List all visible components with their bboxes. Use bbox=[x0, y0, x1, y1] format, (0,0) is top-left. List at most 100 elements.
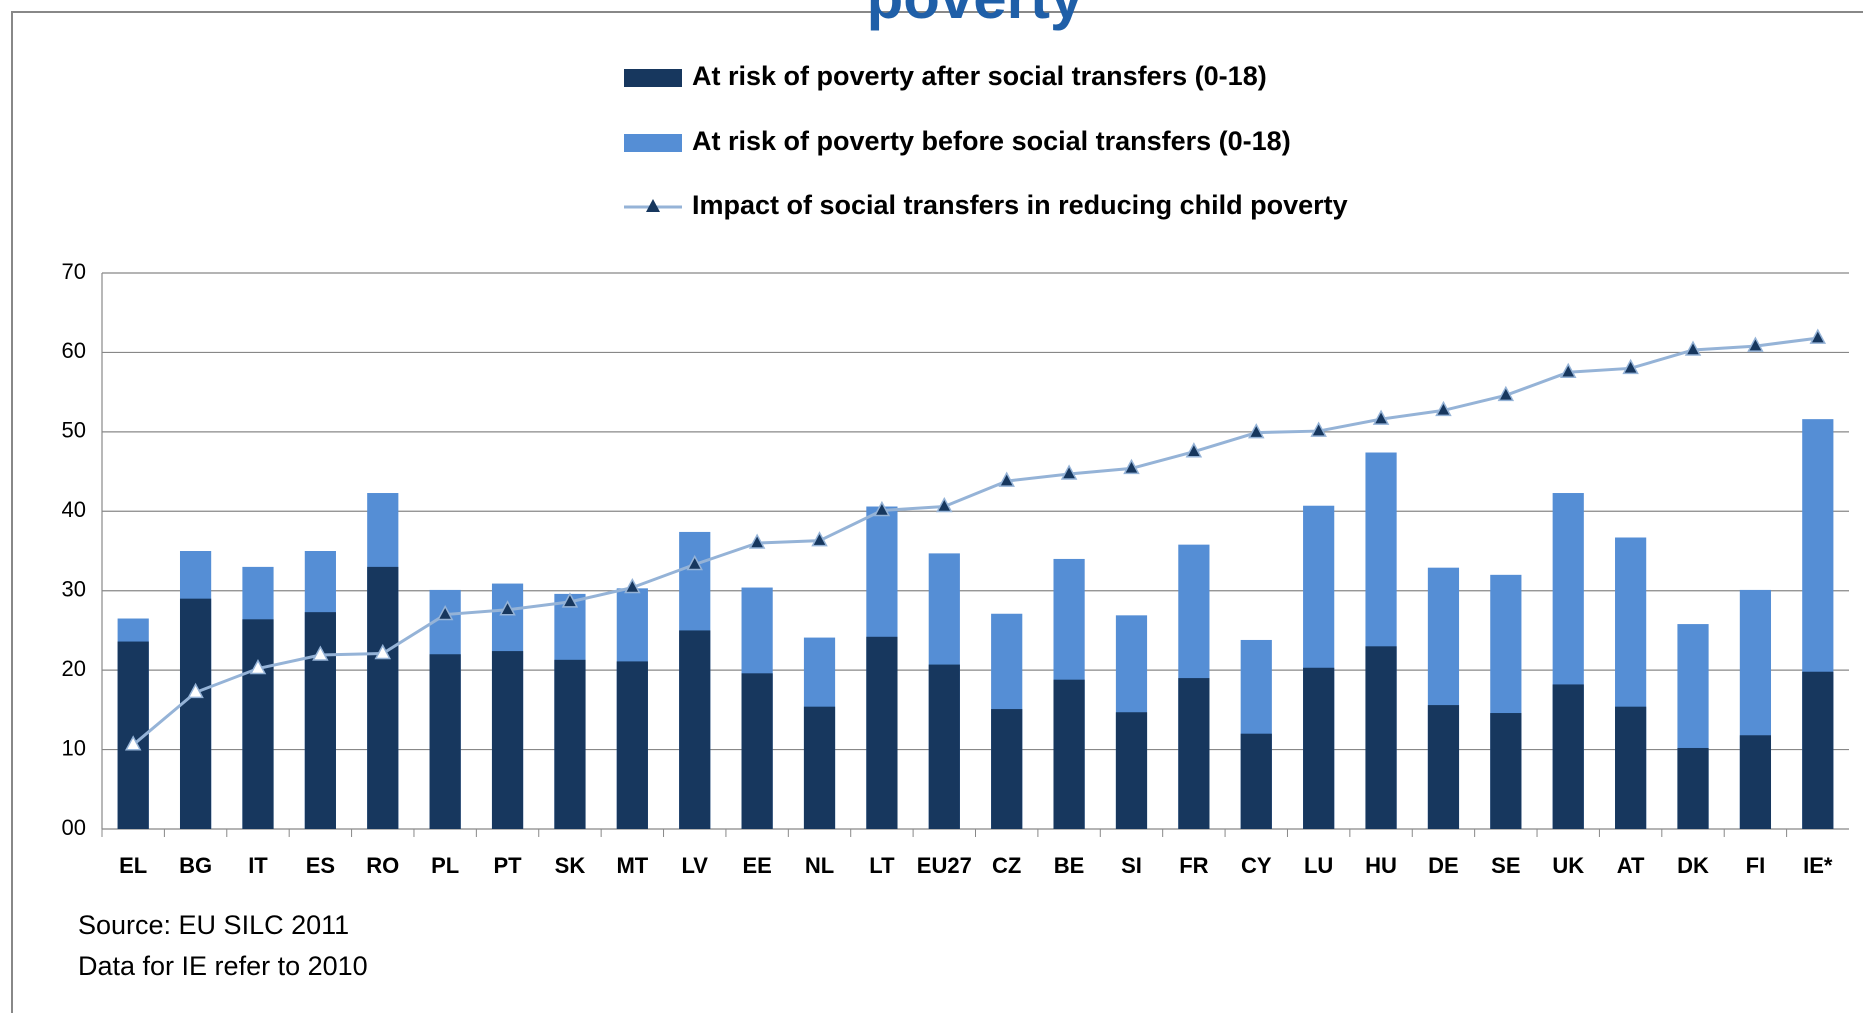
x-tick-label: ES bbox=[306, 853, 335, 878]
y-tick-label: 50 bbox=[62, 418, 86, 443]
legend-label: At risk of poverty after social transfer… bbox=[692, 61, 1267, 91]
line-marker bbox=[249, 658, 267, 675]
x-tick-label: RO bbox=[366, 853, 399, 878]
line-marker bbox=[624, 577, 641, 594]
x-tick-label: AT bbox=[1617, 853, 1645, 878]
x-tick-label: BE bbox=[1054, 853, 1085, 878]
bar bbox=[1240, 733, 1272, 829]
line-marker bbox=[1123, 458, 1140, 475]
line-marker bbox=[1747, 336, 1764, 352]
x-tick-label: FR bbox=[1179, 853, 1208, 878]
bar bbox=[1552, 684, 1584, 829]
line-marker bbox=[1622, 358, 1639, 375]
bar bbox=[866, 636, 898, 829]
x-tick-label: LV bbox=[681, 853, 708, 878]
line-marker bbox=[312, 645, 329, 661]
bar bbox=[242, 619, 274, 829]
x-tick-label: LT bbox=[869, 853, 895, 878]
bar bbox=[1490, 713, 1522, 829]
x-tick-label: DK bbox=[1677, 853, 1709, 878]
x-tick-label: CY bbox=[1241, 853, 1272, 878]
line-marker bbox=[436, 604, 454, 621]
line-marker bbox=[1310, 421, 1327, 437]
bar bbox=[679, 630, 711, 829]
bar bbox=[367, 566, 399, 829]
line-marker bbox=[1248, 423, 1265, 439]
x-tick-label: UK bbox=[1552, 853, 1584, 878]
y-tick-label: 00 bbox=[62, 815, 86, 840]
bar bbox=[1365, 646, 1397, 829]
y-tick-label: 60 bbox=[62, 338, 86, 363]
legend-swatch bbox=[624, 134, 682, 152]
x-tick-label: FI bbox=[1746, 853, 1766, 878]
line-marker bbox=[1060, 464, 1078, 480]
line bbox=[132, 336, 1818, 746]
x-tick-label: EE bbox=[742, 853, 771, 878]
y-tick-label: 20 bbox=[62, 656, 86, 681]
bar bbox=[1178, 678, 1210, 829]
y-tick-label: 70 bbox=[62, 259, 86, 284]
bar bbox=[1427, 705, 1460, 829]
bar bbox=[1615, 706, 1647, 829]
x-tick-label: SE bbox=[1491, 853, 1520, 878]
chart-title: poverty bbox=[867, 0, 1084, 31]
x-tick-label: HU bbox=[1365, 853, 1397, 878]
x-tick-label: SK bbox=[555, 853, 586, 878]
bar bbox=[991, 709, 1023, 829]
bar bbox=[1115, 712, 1148, 829]
line-marker bbox=[811, 531, 828, 547]
x-tick-label: LU bbox=[1304, 853, 1333, 878]
line-marker bbox=[1185, 442, 1203, 458]
line-marker bbox=[1559, 362, 1577, 379]
bar bbox=[1739, 735, 1772, 829]
line-marker bbox=[499, 600, 516, 616]
bar bbox=[429, 654, 461, 829]
legend-label: Impact of social transfers in reducing c… bbox=[692, 190, 1348, 220]
legend-swatch bbox=[624, 69, 682, 87]
source-note: Source: EU SILC 2011 bbox=[78, 910, 349, 940]
bar bbox=[741, 673, 773, 829]
bar bbox=[616, 661, 648, 829]
bar bbox=[179, 598, 212, 829]
line-marker bbox=[124, 735, 142, 751]
x-tick-label: IT bbox=[248, 853, 268, 878]
bar bbox=[803, 706, 836, 829]
line-marker bbox=[748, 533, 766, 549]
line-marker bbox=[998, 471, 1015, 487]
legend-label: At risk of poverty before social transfe… bbox=[692, 126, 1291, 156]
y-tick-label: 30 bbox=[62, 577, 86, 602]
bar bbox=[304, 612, 336, 829]
line-marker bbox=[686, 554, 703, 571]
x-tick-label: CZ bbox=[992, 853, 1021, 878]
x-tick-label: NL bbox=[805, 853, 834, 878]
x-tick-label: MT bbox=[616, 853, 648, 878]
x-tick-label: BG bbox=[179, 853, 212, 878]
line-marker bbox=[561, 592, 579, 608]
x-tick-label: PT bbox=[493, 853, 522, 878]
line-marker bbox=[1684, 340, 1702, 356]
x-tick-label: IE* bbox=[1803, 853, 1833, 878]
y-tick-label: 10 bbox=[62, 735, 86, 760]
line-marker bbox=[1435, 400, 1452, 417]
bar bbox=[1303, 667, 1335, 829]
line-marker bbox=[1809, 328, 1827, 344]
x-tick-label: DE bbox=[1428, 853, 1459, 878]
legend-marker bbox=[646, 199, 660, 212]
line-marker bbox=[1497, 385, 1515, 402]
bar bbox=[554, 659, 586, 829]
line-marker bbox=[873, 500, 891, 517]
bar bbox=[1053, 679, 1085, 829]
x-tick-label: EL bbox=[119, 853, 147, 878]
bar bbox=[928, 664, 960, 829]
x-tick-label: PL bbox=[431, 853, 459, 878]
line-marker bbox=[374, 643, 392, 660]
line-marker bbox=[1372, 409, 1390, 425]
x-tick-label: SI bbox=[1121, 853, 1142, 878]
x-tick-label: EU27 bbox=[917, 853, 972, 878]
line-marker bbox=[187, 682, 204, 699]
bar bbox=[491, 651, 524, 829]
bar bbox=[1677, 747, 1709, 829]
data-note: Data for IE refer to 2010 bbox=[78, 951, 368, 981]
line-marker bbox=[936, 496, 953, 513]
